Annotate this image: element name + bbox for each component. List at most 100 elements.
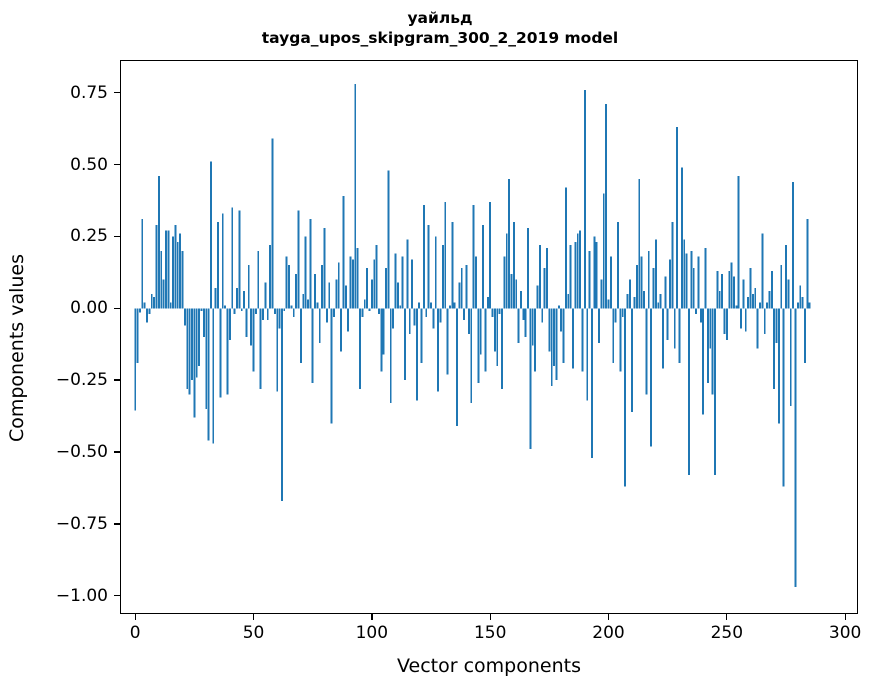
bar bbox=[382, 308, 385, 355]
bar bbox=[148, 308, 151, 314]
bar bbox=[572, 308, 574, 369]
bar bbox=[567, 293, 570, 309]
bar bbox=[548, 308, 551, 352]
bar bbox=[531, 308, 534, 346]
bar bbox=[169, 302, 172, 309]
bar bbox=[238, 210, 241, 309]
bar bbox=[262, 308, 264, 320]
bar bbox=[198, 308, 201, 366]
bar bbox=[186, 308, 189, 389]
x-tick-mark bbox=[371, 614, 373, 620]
bar bbox=[304, 236, 307, 309]
bar bbox=[680, 167, 683, 309]
bar bbox=[685, 253, 688, 309]
bar bbox=[546, 247, 548, 309]
bar bbox=[153, 296, 156, 309]
bar bbox=[444, 201, 447, 309]
bar bbox=[219, 308, 222, 398]
bar bbox=[617, 222, 619, 309]
bar bbox=[775, 308, 778, 343]
bar bbox=[754, 288, 757, 309]
bar bbox=[266, 308, 269, 320]
bar bbox=[508, 178, 511, 309]
bar bbox=[297, 210, 300, 309]
bar bbox=[515, 279, 518, 309]
bar bbox=[576, 233, 579, 309]
x-tick-mark bbox=[134, 614, 136, 620]
bar bbox=[439, 308, 442, 323]
bar bbox=[465, 265, 468, 309]
bar bbox=[155, 224, 158, 309]
bar bbox=[553, 308, 556, 366]
bar bbox=[574, 242, 577, 309]
bar bbox=[770, 270, 773, 309]
bar bbox=[801, 296, 804, 309]
bar bbox=[657, 302, 660, 309]
bar bbox=[543, 268, 546, 309]
plot-area bbox=[121, 61, 857, 613]
bar bbox=[706, 308, 709, 383]
bar-series bbox=[134, 84, 811, 588]
bar bbox=[704, 247, 707, 309]
bar bbox=[385, 268, 387, 309]
bar bbox=[600, 279, 603, 309]
bar bbox=[449, 305, 451, 309]
bar bbox=[605, 104, 608, 309]
bar bbox=[162, 279, 165, 309]
x-tick-label: 50 bbox=[242, 623, 265, 643]
bar bbox=[441, 245, 444, 309]
bar bbox=[200, 308, 203, 312]
bar bbox=[307, 299, 309, 309]
bar bbox=[498, 308, 501, 314]
bar bbox=[250, 308, 253, 346]
bar bbox=[245, 308, 248, 337]
bar bbox=[335, 279, 338, 309]
x-tick-mark bbox=[726, 614, 728, 620]
bar bbox=[411, 259, 414, 309]
x-tick-mark bbox=[252, 614, 255, 620]
bar bbox=[165, 230, 167, 309]
bar bbox=[718, 291, 721, 309]
bar bbox=[231, 207, 234, 309]
bar bbox=[564, 187, 567, 309]
x-tick-label: 250 bbox=[710, 623, 744, 643]
bar bbox=[290, 305, 293, 309]
bar bbox=[167, 230, 170, 309]
bar bbox=[785, 245, 787, 309]
bar bbox=[309, 219, 312, 309]
bar bbox=[640, 256, 643, 309]
bar bbox=[328, 282, 331, 309]
bar bbox=[522, 308, 525, 320]
bar bbox=[709, 308, 712, 349]
bar bbox=[321, 265, 324, 309]
bar bbox=[302, 293, 305, 309]
bar bbox=[744, 308, 747, 332]
bar bbox=[280, 308, 283, 501]
bar bbox=[780, 265, 783, 309]
bar bbox=[562, 308, 565, 363]
bar bbox=[759, 302, 761, 309]
x-tick-mark bbox=[489, 614, 491, 620]
bar bbox=[673, 308, 676, 349]
bar bbox=[796, 302, 799, 309]
bar bbox=[330, 308, 333, 424]
bar bbox=[380, 308, 383, 372]
bar bbox=[224, 305, 227, 309]
bar bbox=[212, 308, 215, 444]
bar bbox=[188, 308, 191, 395]
bar bbox=[138, 308, 141, 313]
x-tick-mark bbox=[607, 614, 610, 620]
bar bbox=[766, 302, 769, 309]
bar bbox=[586, 308, 589, 401]
bar bbox=[276, 308, 279, 392]
bar bbox=[751, 293, 754, 309]
bar bbox=[422, 204, 425, 309]
bar bbox=[183, 308, 186, 326]
bar bbox=[337, 262, 340, 309]
bar bbox=[311, 308, 314, 383]
bar bbox=[538, 245, 541, 309]
bar bbox=[278, 308, 281, 329]
bar bbox=[501, 308, 503, 389]
bar bbox=[740, 308, 742, 329]
bar bbox=[782, 308, 785, 487]
